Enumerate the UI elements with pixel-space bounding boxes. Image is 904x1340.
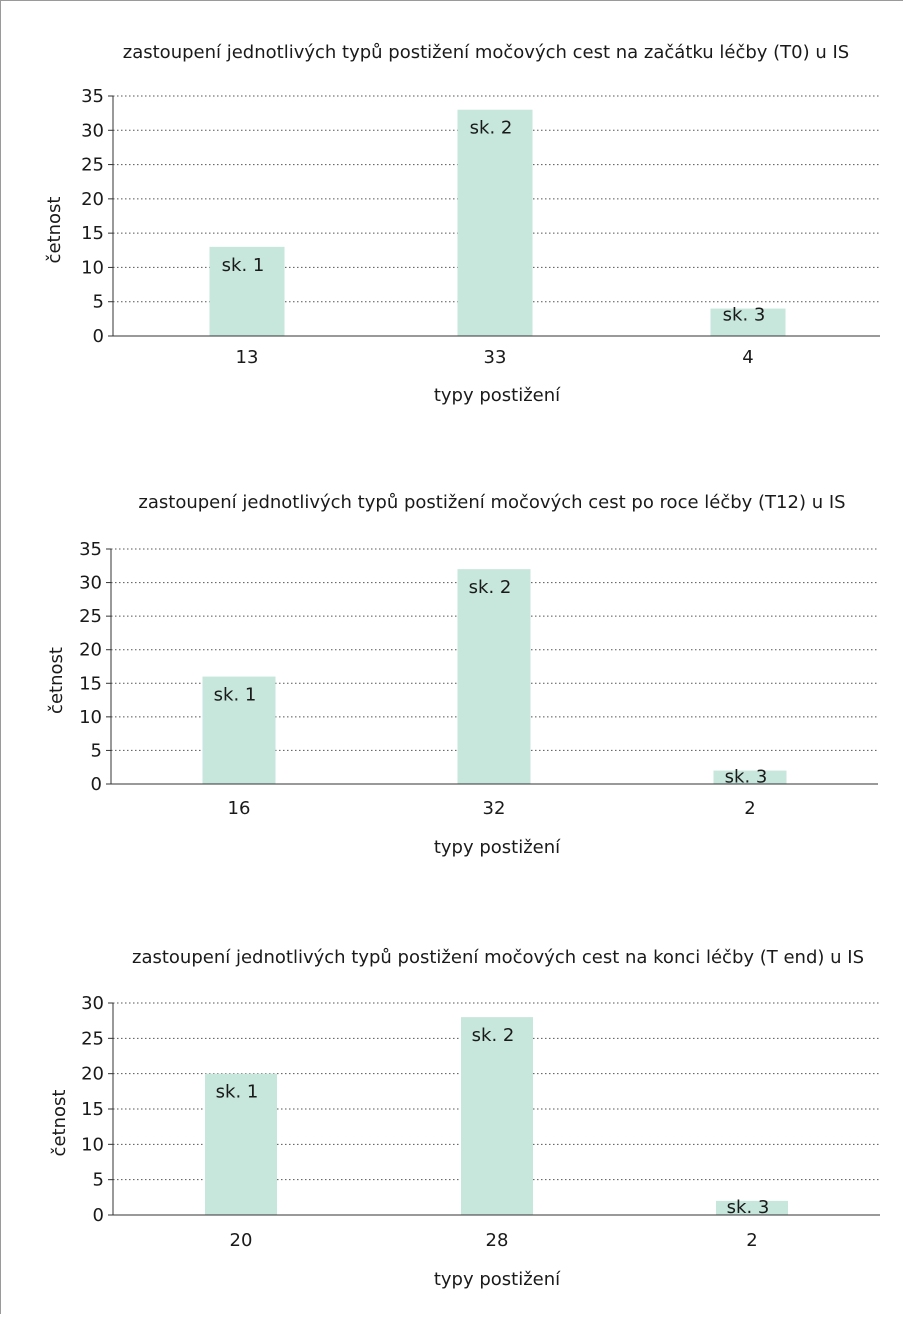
chart-title: zastoupení jednotlivých typů postižení m… — [132, 947, 864, 968]
bar-label: sk. 1 — [214, 685, 257, 706]
y-tick-label: 0 — [93, 1205, 104, 1226]
y-axis-label: četnost — [46, 647, 67, 714]
bar — [205, 1073, 277, 1215]
x-tick-label: 16 — [228, 798, 251, 819]
y-tick-label: 10 — [79, 707, 102, 728]
y-tick-label: 5 — [93, 1170, 104, 1191]
bar-label: sk. 3 — [725, 767, 768, 788]
bar — [710, 308, 786, 336]
bar — [457, 569, 531, 784]
y-tick-label: 10 — [81, 257, 104, 278]
x-tick-label: 2 — [746, 1230, 757, 1251]
x-tick-label: 13 — [236, 347, 259, 368]
chart-t12: zastoupení jednotlivých typů postižení m… — [46, 492, 878, 858]
y-axis-label: četnost — [49, 1090, 70, 1157]
bar — [716, 1200, 788, 1215]
chart-t0: zastoupení jednotlivých typů postižení m… — [44, 42, 880, 406]
bar — [202, 676, 276, 784]
x-tick-label: 28 — [486, 1230, 509, 1251]
y-tick-label: 20 — [81, 189, 104, 210]
y-tick-label: 5 — [91, 740, 102, 761]
x-tick-label: 2 — [744, 798, 755, 819]
x-axis-label: typy postižení — [434, 385, 561, 406]
y-tick-label: 25 — [79, 606, 102, 627]
chart-title: zastoupení jednotlivých typů postižení m… — [123, 42, 849, 63]
y-tick-label: 0 — [91, 774, 102, 795]
chart-title: zastoupení jednotlivých typů postižení m… — [138, 492, 845, 513]
y-tick-label: 0 — [93, 326, 104, 347]
bar — [713, 770, 787, 784]
x-tick-label: 4 — [742, 347, 753, 368]
figure-frame — [0, 0, 903, 1314]
x-tick-label: 20 — [230, 1230, 253, 1251]
y-tick-label: 35 — [81, 86, 104, 107]
y-tick-label: 30 — [81, 120, 104, 141]
y-tick-label: 15 — [81, 1099, 104, 1120]
x-axis-label: typy postižení — [434, 1269, 561, 1290]
bar — [461, 1017, 533, 1215]
x-tick-label: 32 — [483, 798, 506, 819]
y-tick-label: 30 — [79, 573, 102, 594]
bar-label: sk. 2 — [470, 118, 513, 139]
bar-label: sk. 2 — [472, 1025, 515, 1046]
y-tick-label: 5 — [93, 292, 104, 313]
chart-tend: zastoupení jednotlivých typů postižení m… — [49, 947, 880, 1290]
y-tick-label: 25 — [81, 155, 104, 176]
bar-label: sk. 3 — [727, 1197, 770, 1218]
y-tick-label: 15 — [79, 673, 102, 694]
bar-label: sk. 2 — [469, 577, 512, 598]
x-axis-label: typy postižení — [434, 837, 561, 858]
bar-label: sk. 3 — [723, 305, 766, 326]
y-tick-label: 35 — [79, 539, 102, 560]
y-tick-label: 15 — [81, 223, 104, 244]
y-tick-label: 20 — [81, 1064, 104, 1085]
y-tick-label: 10 — [81, 1134, 104, 1155]
y-tick-label: 30 — [81, 993, 104, 1014]
bar-label: sk. 1 — [222, 255, 265, 276]
bar — [209, 246, 285, 336]
bar-label: sk. 1 — [216, 1082, 259, 1103]
bar — [457, 109, 533, 336]
y-tick-label: 25 — [81, 1028, 104, 1049]
x-tick-label: 33 — [484, 347, 507, 368]
y-axis-label: četnost — [44, 197, 65, 264]
y-tick-label: 20 — [79, 640, 102, 661]
